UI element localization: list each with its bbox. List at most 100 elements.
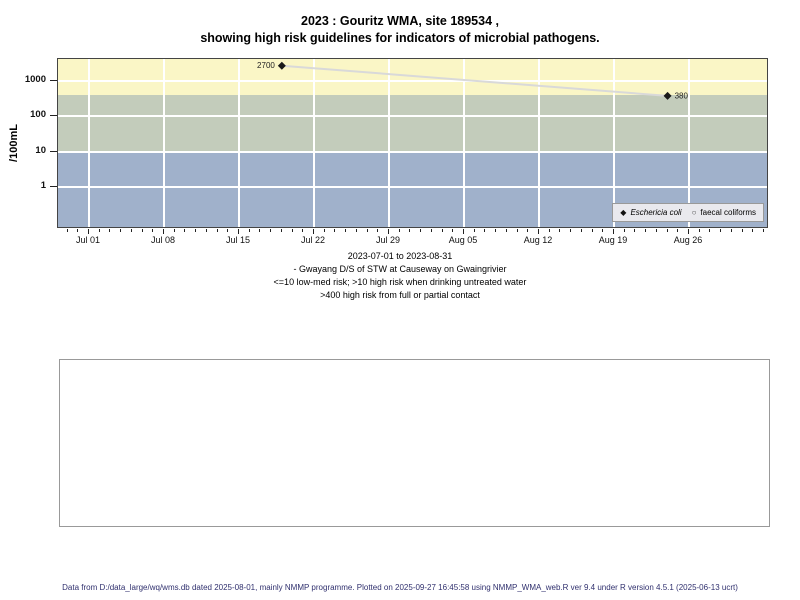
x-minor-tick bbox=[345, 229, 347, 232]
x-minor-tick bbox=[623, 229, 625, 232]
x-minor-tick bbox=[420, 229, 422, 232]
x-minor-tick bbox=[323, 229, 325, 232]
empty-plot-placeholder bbox=[59, 359, 770, 527]
caption-site-description: - Gwayang D/S of STW at Causeway on Gwai… bbox=[293, 264, 507, 274]
x-minor-tick bbox=[334, 229, 336, 232]
caption-risk-guideline-1: <=10 low-med risk; >10 high risk when dr… bbox=[273, 277, 527, 287]
x-minor-tick bbox=[109, 229, 111, 232]
x-minor-tick bbox=[398, 229, 400, 232]
data-point-diamond bbox=[663, 91, 672, 100]
horizontal-gridline bbox=[58, 80, 767, 82]
y-axis-title: /100mL bbox=[8, 124, 20, 162]
x-minor-tick bbox=[559, 229, 561, 232]
data-point-diamond bbox=[277, 61, 286, 70]
x-minor-tick bbox=[495, 229, 497, 232]
vertical-gridline bbox=[88, 59, 90, 227]
data-point-label: 380 bbox=[675, 91, 689, 100]
x-minor-tick bbox=[441, 229, 443, 232]
x-minor-tick bbox=[634, 229, 636, 232]
y-tick-label: 10 bbox=[35, 144, 46, 156]
x-tick-label: Aug 12 bbox=[523, 235, 553, 245]
legend-label-faecal-coliforms: faecal coliforms bbox=[700, 208, 756, 217]
risk-band-high bbox=[58, 59, 767, 96]
vertical-gridline bbox=[238, 59, 240, 227]
x-minor-tick bbox=[570, 229, 572, 232]
x-tick-label: Jul 15 bbox=[225, 235, 251, 245]
x-tick-label: Jul 22 bbox=[300, 235, 326, 245]
legend: ◆ Eschericia coli ○ faecal coliforms bbox=[612, 203, 764, 222]
x-minor-tick bbox=[141, 229, 143, 232]
legend-item-ecoli: ◆ Eschericia coli bbox=[620, 208, 681, 217]
vertical-gridline bbox=[538, 59, 540, 227]
x-major-tick bbox=[688, 229, 689, 234]
x-minor-tick bbox=[152, 229, 154, 232]
vertical-gridline bbox=[388, 59, 390, 227]
x-major-tick bbox=[163, 229, 164, 234]
x-tick-label: Jul 29 bbox=[375, 235, 401, 245]
x-minor-tick bbox=[452, 229, 454, 232]
x-tick-label: Jul 01 bbox=[75, 235, 101, 245]
x-minor-tick bbox=[698, 229, 700, 232]
horizontal-gridline bbox=[58, 150, 767, 153]
vertical-gridline bbox=[313, 59, 315, 227]
x-major-tick bbox=[613, 229, 614, 234]
risk-band-medium bbox=[58, 95, 767, 152]
x-minor-tick bbox=[548, 229, 550, 232]
x-minor-tick bbox=[66, 229, 68, 232]
x-minor-tick bbox=[527, 229, 529, 232]
data-point-label: 2700 bbox=[257, 61, 275, 70]
x-minor-tick bbox=[377, 229, 379, 232]
x-minor-tick bbox=[602, 229, 604, 232]
x-minor-tick bbox=[763, 229, 764, 232]
x-minor-tick bbox=[184, 229, 186, 232]
x-minor-tick bbox=[173, 229, 175, 232]
data-layer: 2700 380 bbox=[257, 61, 689, 100]
x-minor-tick bbox=[302, 229, 304, 232]
chart-title-line2: showing high risk guidelines for indicat… bbox=[200, 31, 600, 45]
x-minor-tick bbox=[355, 229, 357, 232]
x-minor-tick bbox=[77, 229, 79, 232]
x-minor-tick bbox=[259, 229, 261, 232]
x-tick-label: Jul 08 bbox=[150, 235, 176, 245]
x-minor-tick bbox=[227, 229, 229, 232]
x-minor-tick bbox=[130, 229, 132, 232]
x-minor-tick bbox=[666, 229, 668, 232]
plot-area: 2700 380 ◆ Eschericia coli ○ faecal colif… bbox=[57, 58, 768, 228]
y-tick bbox=[50, 150, 57, 152]
x-minor-tick bbox=[580, 229, 582, 232]
y-tick-label: 100 bbox=[30, 109, 46, 121]
footer-note: Data from D:/data_large/wq/wms.db dated … bbox=[62, 583, 738, 592]
x-minor-tick bbox=[291, 229, 293, 232]
x-minor-tick bbox=[505, 229, 507, 232]
x-minor-tick bbox=[216, 229, 218, 232]
x-minor-tick bbox=[655, 229, 657, 232]
x-tick-label: Aug 26 bbox=[673, 235, 703, 245]
x-minor-tick bbox=[280, 229, 282, 232]
series-line bbox=[281, 64, 668, 97]
x-minor-tick bbox=[645, 229, 647, 232]
x-minor-tick bbox=[270, 229, 272, 232]
y-tick bbox=[50, 80, 57, 81]
caption: 2023-07-01 to 2023-08-31 - Gwayang D/S o… bbox=[0, 250, 800, 302]
x-minor-tick bbox=[120, 229, 122, 232]
caption-date-range: 2023-07-01 to 2023-08-31 bbox=[347, 251, 453, 261]
y-tick bbox=[50, 115, 57, 117]
x-major-tick bbox=[388, 229, 389, 234]
vertical-gridline bbox=[613, 59, 615, 227]
y-tick-label: 1000 bbox=[24, 74, 46, 85]
x-minor-tick bbox=[98, 229, 100, 232]
x-minor-tick bbox=[195, 229, 197, 232]
horizontal-gridline bbox=[58, 115, 767, 118]
x-tick-label: Aug 05 bbox=[448, 235, 478, 245]
x-minor-tick bbox=[730, 229, 732, 232]
x-minor-tick bbox=[677, 229, 679, 232]
x-minor-tick bbox=[752, 229, 754, 232]
vertical-gridline bbox=[688, 59, 690, 227]
x-minor-tick bbox=[484, 229, 486, 232]
chart-title-line1: 2023 : Gouritz WMA, site 189534 , bbox=[301, 14, 499, 28]
x-major-tick bbox=[313, 229, 314, 234]
x-major-tick bbox=[88, 229, 89, 234]
vertical-gridline bbox=[163, 59, 165, 227]
chart-title: 2023 : Gouritz WMA, site 189534 , showin… bbox=[0, 13, 800, 47]
